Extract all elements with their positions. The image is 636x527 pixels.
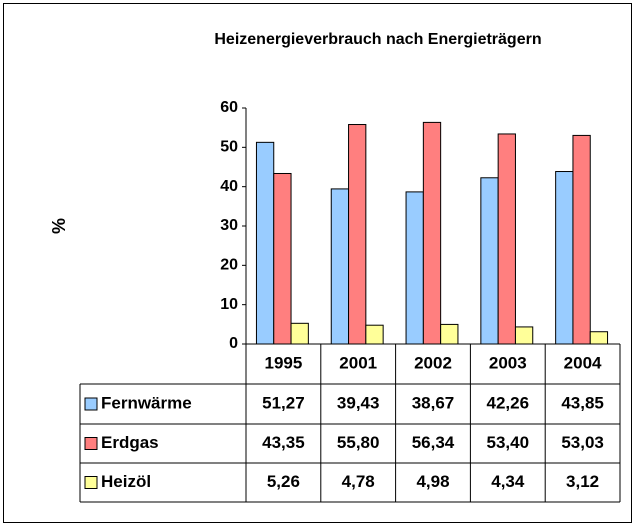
table-value: 39,43 <box>337 393 380 412</box>
y-tick-label: 40 <box>220 178 238 195</box>
legend-label: Fernwärme <box>101 393 192 412</box>
bar <box>290 322 309 345</box>
bar <box>405 191 424 345</box>
bar <box>589 331 609 345</box>
x-tick-label: 2001 <box>339 353 377 372</box>
table-value: 3,12 <box>566 472 599 491</box>
bar <box>572 134 591 345</box>
table-value: 4,34 <box>491 472 525 491</box>
table-value: 4,78 <box>342 472 375 491</box>
legend-swatch <box>84 437 98 450</box>
chart-border <box>3 3 632 523</box>
bar <box>365 324 384 345</box>
x-tick-label: 2004 <box>564 353 602 372</box>
legend-label: Erdgas <box>101 433 159 452</box>
x-tick-label: 2002 <box>414 353 452 372</box>
bar <box>348 124 367 345</box>
table-value: 43,35 <box>262 433 305 452</box>
legend-swatch <box>84 397 98 411</box>
y-tick-label: 50 <box>220 139 238 156</box>
table-value: 42,26 <box>487 393 530 412</box>
x-tick-label: 1995 <box>264 353 302 372</box>
y-tick-label: 60 <box>220 99 238 116</box>
y-tick-label: 30 <box>220 217 238 234</box>
table-value: 5,26 <box>267 472 300 491</box>
bar <box>273 172 292 345</box>
table-value: 43,85 <box>561 393 604 412</box>
chart-title: Heizenergieverbrauch nach Energieträgern <box>214 31 541 48</box>
x-tick-label: 2003 <box>489 353 527 372</box>
bar <box>555 171 574 345</box>
table-value: 4,98 <box>416 472 449 491</box>
y-tick-label: 10 <box>220 296 238 313</box>
table-value: 55,80 <box>337 433 380 452</box>
legend-label: Heizöl <box>101 472 151 491</box>
bar <box>422 121 442 345</box>
bar <box>440 323 459 345</box>
table-value: 53,03 <box>561 433 604 452</box>
bar <box>255 141 275 345</box>
bar <box>514 326 534 345</box>
table-value: 56,34 <box>412 433 455 452</box>
table-value: 51,27 <box>262 393 305 412</box>
table-value: 53,40 <box>487 433 530 452</box>
bar <box>480 177 499 345</box>
table-value: 38,67 <box>412 393 455 412</box>
y-tick-label: 0 <box>229 335 238 352</box>
bar <box>497 133 516 345</box>
y-axis-label: % <box>49 218 69 234</box>
bar <box>330 188 350 345</box>
y-tick-label: 20 <box>220 257 238 274</box>
legend-swatch <box>84 476 98 489</box>
